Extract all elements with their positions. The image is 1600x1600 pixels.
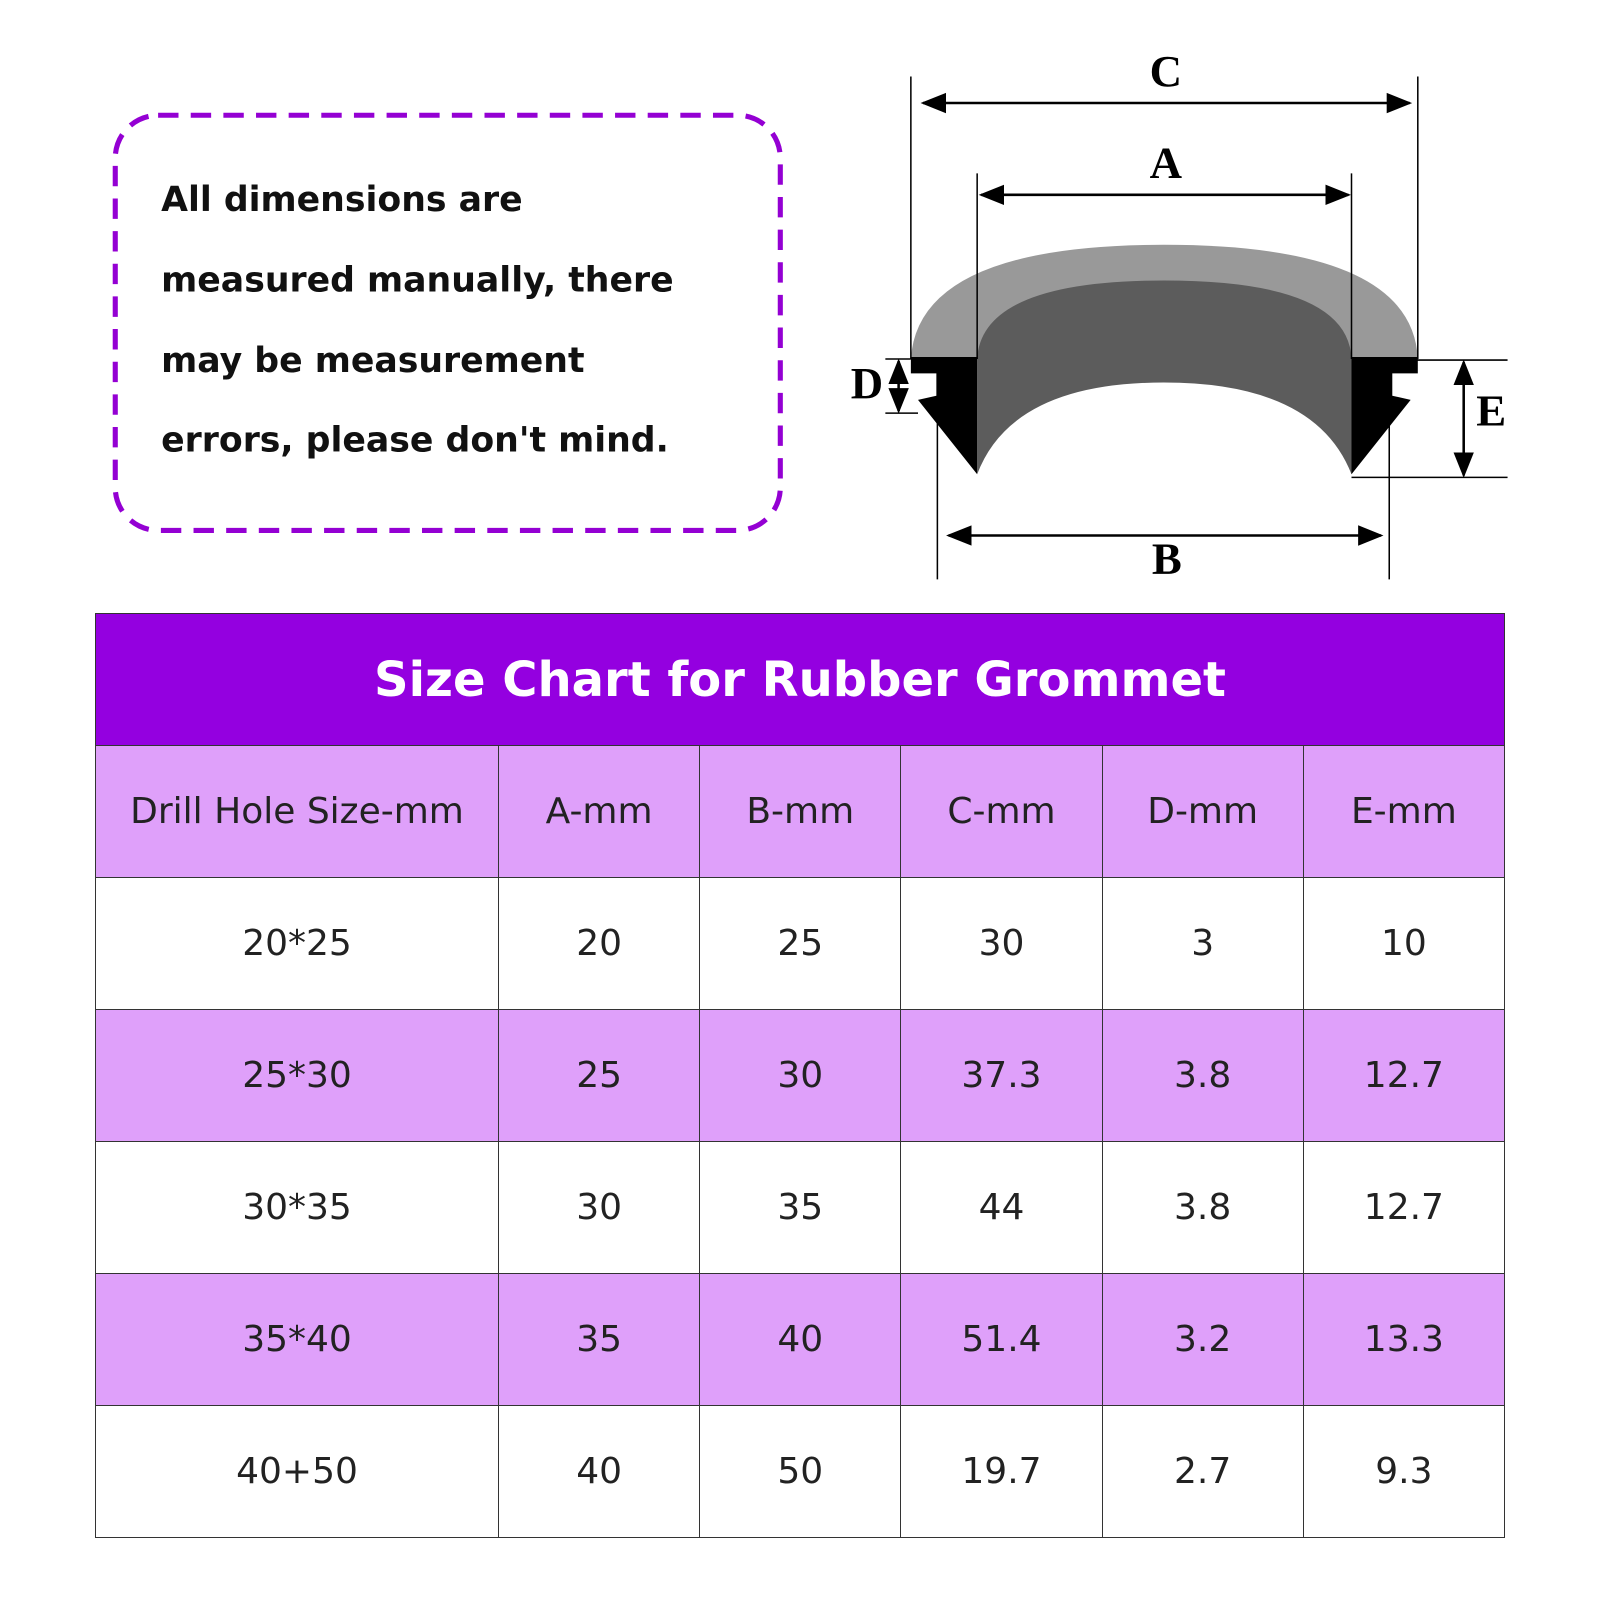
note-line: measured manually, there xyxy=(161,261,673,301)
dim-label: A xyxy=(1150,138,1183,188)
table-cell: 25*30 xyxy=(95,1009,499,1142)
dim-label: C xyxy=(1150,46,1182,96)
table-cell: 50 xyxy=(699,1405,902,1538)
table-cell: 40+50 xyxy=(95,1405,499,1538)
header-cell: Drill Hole Size-mm xyxy=(95,745,499,878)
header-cell: D-mm xyxy=(1101,745,1304,878)
table-cell: 3.8 xyxy=(1101,1141,1304,1274)
table-row: 40+50 40 50 19.7 2.7 9.3 xyxy=(95,1405,1506,1538)
table-row: 20*25 20 25 30 3 10 xyxy=(95,877,1506,1010)
header-cell: C-mm xyxy=(900,745,1103,878)
dimension-arrows xyxy=(888,92,1474,546)
note-line: may be measurement xyxy=(161,341,584,381)
table-cell: 12.7 xyxy=(1302,1009,1506,1142)
table-title: Size Chart for Rubber Grommet xyxy=(95,613,1505,746)
dim-label: E xyxy=(1476,385,1506,435)
table-cell: 25 xyxy=(497,1009,701,1142)
header-cell: B-mm xyxy=(699,745,902,878)
table-row: 35*40 35 40 51.4 3.2 13.3 xyxy=(95,1273,1506,1406)
header-cell: A-mm xyxy=(497,745,701,878)
grommet-flange xyxy=(1351,357,1418,475)
dim-label: B xyxy=(1152,533,1182,583)
table-cell: 3.8 xyxy=(1101,1009,1304,1142)
grommet-flange xyxy=(910,357,978,475)
table-cell: 10 xyxy=(1302,877,1506,1010)
note-line: All dimensions are xyxy=(161,180,522,220)
table-cell: 40 xyxy=(497,1405,701,1538)
table-cell: 12.7 xyxy=(1302,1141,1506,1274)
table-cell: 30*35 xyxy=(95,1141,499,1274)
dim-label: D xyxy=(851,358,883,408)
table-cell: 37.3 xyxy=(900,1009,1103,1142)
table-cell: 35 xyxy=(497,1273,701,1406)
header-row: Drill Hole Size-mm A-mm B-mm C-mm D-mm E-mm xyxy=(95,745,1506,878)
table-cell: 30 xyxy=(900,877,1103,1010)
note: All dimensions are measured manually, th… xyxy=(112,112,783,533)
table-cell: 20*25 xyxy=(95,877,499,1010)
table-cell: 44 xyxy=(900,1141,1103,1274)
table-cell: 13.3 xyxy=(1302,1273,1506,1406)
table-cell: 19.7 xyxy=(900,1405,1103,1538)
table-cell: 30 xyxy=(699,1009,902,1142)
table-cell: 35 xyxy=(699,1141,902,1274)
table-cell: 9.3 xyxy=(1302,1405,1506,1538)
title-row: Size Chart for Rubber Grommet xyxy=(95,613,1505,746)
table-cell: 25 xyxy=(699,877,902,1010)
table-cell: 35*40 xyxy=(95,1273,499,1406)
grommet-inner xyxy=(977,280,1352,475)
note-border xyxy=(112,112,783,533)
table-cell: 30 xyxy=(497,1141,701,1274)
size-table: Size Chart for Rubber Grommet Drill Hole… xyxy=(95,613,1506,1538)
table-cell: 3.2 xyxy=(1101,1273,1304,1406)
table-row: 30*35 30 35 44 3.8 12.7 xyxy=(95,1141,1506,1274)
dimension-lines xyxy=(885,76,1508,580)
note-line: errors, please don't mind. xyxy=(161,421,669,461)
header-cell: E-mm xyxy=(1302,745,1506,878)
table-row: 25*30 25 30 37.3 3.8 12.7 xyxy=(95,1009,1506,1142)
grommet-diagram: C A D E B xyxy=(851,46,1508,583)
table-cell: 20 xyxy=(497,877,701,1010)
table-cell: 51.4 xyxy=(900,1273,1103,1406)
table-cell: 2.7 xyxy=(1101,1405,1304,1538)
table-cell: 3 xyxy=(1101,877,1304,1010)
table-cell: 40 xyxy=(699,1273,902,1406)
